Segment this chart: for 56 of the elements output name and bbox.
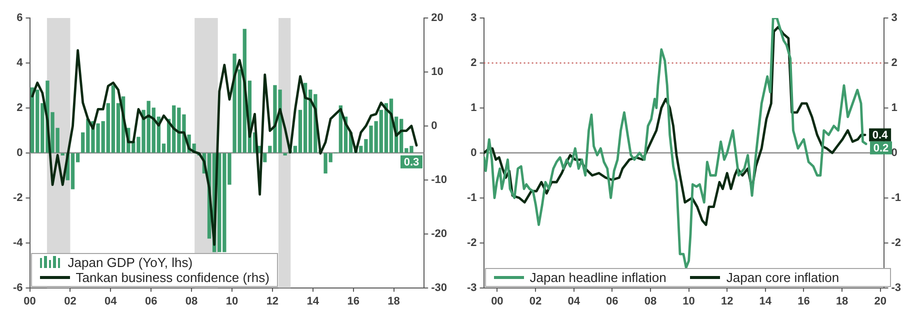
y2-tick-label: -3	[891, 282, 901, 294]
x-tick-label: 08	[644, 295, 657, 308]
y2-tick-label: -20	[431, 228, 448, 240]
y-tick-label: 3	[470, 12, 477, 24]
y2-tick-label: 2	[891, 57, 898, 69]
y-tick-label: 2	[16, 102, 23, 114]
y-tick-label: 4	[16, 57, 24, 69]
x-tick-label: 20	[874, 295, 887, 308]
x-tick-label: 14	[306, 295, 320, 308]
data-label: 0.4	[872, 129, 889, 142]
x-tick-label: 08	[185, 295, 198, 308]
x-tick-label: 06	[606, 295, 618, 308]
data-label: 0.3	[404, 156, 420, 168]
x-tick-label: 16	[347, 295, 360, 308]
bar	[263, 153, 267, 162]
x-tick-label: 12	[266, 295, 279, 308]
y2-tick-label: 0	[891, 146, 898, 159]
x-tick-label: 18	[836, 295, 848, 308]
x-tick-label: 06	[144, 295, 158, 308]
y-tick-label: -2	[467, 236, 477, 249]
x-tick-label: 00	[491, 295, 504, 308]
y-tick-label: -3	[467, 282, 477, 294]
x-tick-label: 10	[226, 295, 238, 308]
y-tick-label: -4	[13, 236, 24, 249]
y-tick-label: 6	[16, 12, 23, 24]
y-tick-label: 2	[470, 57, 477, 69]
y2-tick-label: 10	[431, 66, 444, 78]
y2-tick-label: 3	[891, 12, 898, 24]
y-tick-label: 0	[16, 146, 23, 159]
legend-label: Tankan business confidence (rhs)	[76, 270, 270, 285]
x-tick-label: 12	[720, 295, 734, 308]
y2-tick-label: -2	[891, 236, 901, 249]
x-tick-label: 16	[798, 295, 810, 308]
y-tick-label: 1	[470, 102, 477, 114]
y2-tick-label: 0	[431, 120, 438, 132]
y-tick-label: -2	[13, 192, 23, 204]
legend-label: Japan headline inflation	[530, 270, 666, 285]
y2-tick-label: -10	[431, 174, 448, 186]
y2-tick-label: 20	[431, 12, 444, 24]
y-tick-label: -6	[13, 282, 23, 294]
x-tick-label: 04	[568, 295, 581, 308]
y2-tick-label: -1	[891, 192, 901, 204]
y2-tick-label: -30	[431, 282, 448, 294]
x-tick-label: 00	[24, 295, 36, 308]
legend-label: Japan GDP (YoY, lhs)	[68, 254, 193, 270]
x-tick-label: 02	[64, 295, 76, 308]
x-tick-label: 14	[759, 295, 772, 308]
y-tick-label: 0	[470, 146, 477, 159]
legend-label: Japan core inflation	[726, 270, 840, 285]
y-tick-label: -1	[467, 192, 477, 204]
data-label: 0.2	[873, 142, 889, 154]
x-tick-label: 10	[682, 295, 695, 308]
x-tick-label: 04	[104, 295, 118, 308]
x-tick-label: 18	[388, 295, 400, 308]
x-tick-label: 02	[529, 295, 542, 308]
y2-tick-label: 1	[891, 102, 898, 114]
